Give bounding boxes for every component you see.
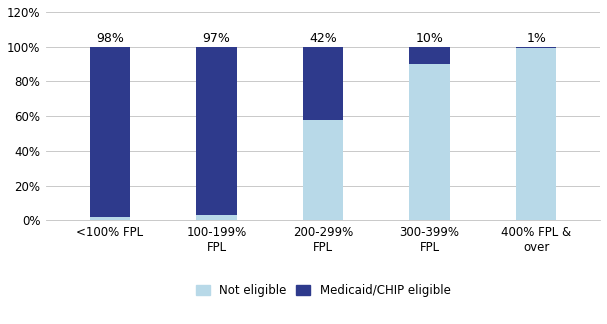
Bar xyxy=(516,48,557,220)
Bar xyxy=(409,64,450,220)
Bar xyxy=(196,47,237,215)
Text: 97%: 97% xyxy=(203,32,231,45)
Bar xyxy=(196,215,237,220)
Text: 98%: 98% xyxy=(96,32,124,45)
Bar xyxy=(303,120,344,220)
Bar xyxy=(303,47,344,120)
Bar xyxy=(516,47,557,48)
Legend: Not eligible, Medicaid/CHIP eligible: Not eligible, Medicaid/CHIP eligible xyxy=(191,280,455,302)
Text: 1%: 1% xyxy=(526,32,546,45)
Bar xyxy=(409,47,450,64)
Bar xyxy=(90,217,130,220)
Text: 42%: 42% xyxy=(309,32,337,45)
Text: 10%: 10% xyxy=(416,32,444,45)
Bar xyxy=(90,47,130,217)
